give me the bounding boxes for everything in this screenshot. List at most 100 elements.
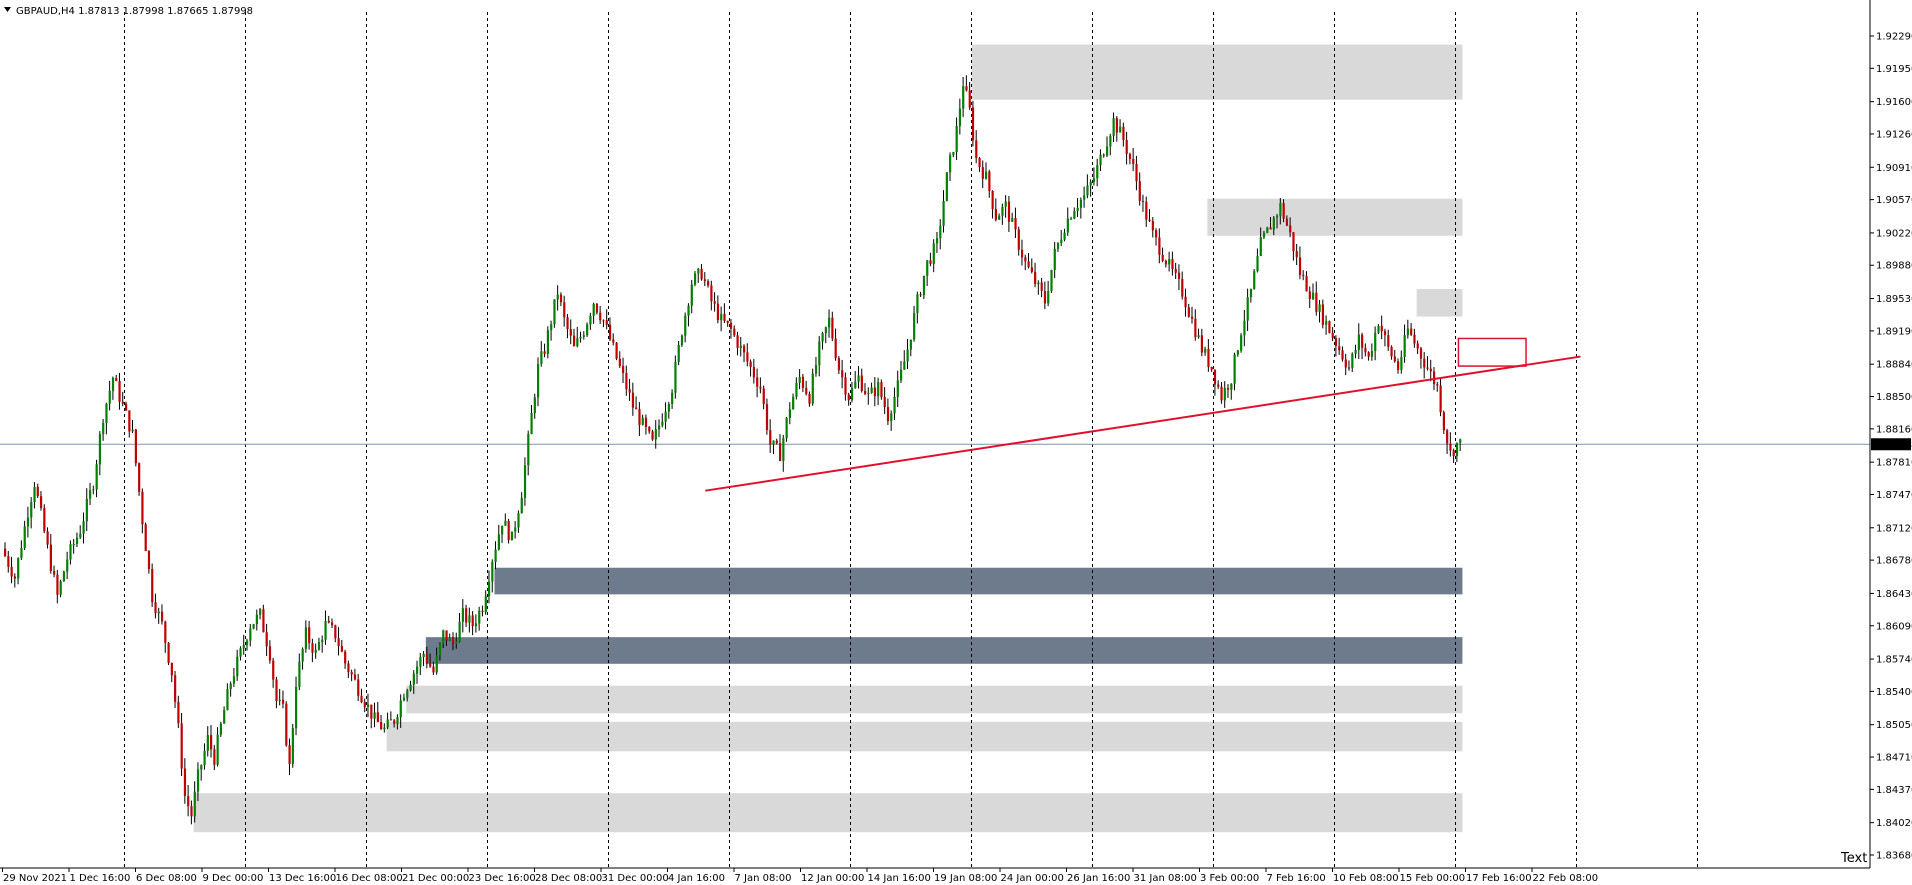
- candle-bear: [360, 695, 363, 703]
- candle-bull: [419, 657, 422, 667]
- candle-bull: [402, 697, 406, 701]
- candle-bear: [929, 260, 932, 264]
- x-tick-label: 10 Feb 08:00: [1333, 873, 1399, 884]
- candle-bull: [386, 719, 389, 728]
- candle-bull: [422, 653, 425, 658]
- candle-bear: [1017, 229, 1020, 250]
- candle-bull: [409, 684, 412, 691]
- candle-bear: [1184, 296, 1187, 308]
- candle-bull: [1089, 181, 1092, 186]
- candle-bull: [468, 615, 471, 623]
- candle-bull: [1262, 232, 1266, 238]
- candle-bear: [707, 281, 710, 286]
- y-tick-label: 1.84020: [1876, 818, 1912, 829]
- candle-bull: [939, 225, 942, 239]
- candle-bear: [756, 377, 759, 387]
- grid-layer: [124, 12, 1698, 868]
- candle-bull: [906, 349, 909, 362]
- candle-bear: [347, 663, 350, 673]
- x-tick-label: 16 Dec 08:00: [336, 873, 403, 884]
- y-tick-label: 1.87810: [1876, 458, 1912, 469]
- price-axis[interactable]: 1.92290 1.91950 1.91600 1.91260 1.90910 1.905…: [1870, 32, 1912, 862]
- candle-bull: [579, 336, 582, 339]
- candle-bear: [635, 407, 638, 410]
- dropdown-triangle-icon[interactable]: [4, 7, 11, 12]
- candle-bear: [981, 167, 984, 179]
- zone-light-2: [1416, 289, 1463, 317]
- candle-bear: [10, 566, 13, 577]
- candle-bull: [890, 413, 893, 422]
- candle-bear: [1321, 304, 1325, 325]
- candle-bull: [533, 397, 536, 414]
- candle-bull: [219, 723, 223, 735]
- candle-bear: [1269, 227, 1272, 230]
- candle-bull: [517, 513, 520, 528]
- candle-bear: [1361, 334, 1364, 348]
- candle-bull: [828, 317, 831, 328]
- candle-bull: [79, 533, 82, 538]
- candle-bear: [160, 611, 164, 622]
- candle-bull: [687, 305, 690, 316]
- candle-bull: [105, 403, 108, 424]
- candle-bear: [1020, 249, 1024, 258]
- candle-bear: [919, 294, 922, 296]
- candle-bull: [1073, 210, 1076, 219]
- candle-bull: [1070, 218, 1073, 220]
- candle-bull: [321, 639, 324, 643]
- candle-bear: [56, 574, 59, 595]
- candle-bear: [147, 551, 151, 570]
- candle-bear: [1115, 118, 1118, 133]
- time-axis[interactable]: 29 Nov 2021 1 Dec 16:00 6 Dec 08:00 9 Dec 0…: [2, 868, 1599, 884]
- x-tick-label: 19 Jan 08:00: [934, 873, 997, 884]
- candle-bear: [210, 735, 213, 750]
- candle-bear: [726, 320, 729, 323]
- candle-bull: [1400, 356, 1403, 370]
- candle-bear: [1161, 254, 1164, 261]
- candle-bull: [916, 294, 919, 314]
- candle-bear: [1410, 328, 1413, 335]
- candle-bull: [1063, 232, 1066, 240]
- y-tick-label: 1.85050: [1876, 720, 1912, 731]
- candle-bull: [435, 655, 438, 673]
- candle-bull: [1079, 199, 1083, 208]
- candle-bull: [26, 517, 30, 527]
- candle-bull: [1105, 146, 1109, 156]
- candle-bull: [455, 641, 458, 644]
- candle-bear: [860, 375, 863, 392]
- candle-bear: [729, 322, 733, 329]
- candle-bull: [641, 417, 644, 425]
- marked-box: [1457, 337, 1527, 367]
- candle-bull: [85, 498, 88, 522]
- candle-bear: [350, 672, 353, 675]
- candle-bear: [1295, 251, 1298, 258]
- candle-bear: [1007, 201, 1011, 222]
- candle-bull: [1083, 195, 1086, 200]
- candle-bull: [278, 699, 281, 702]
- candle-bear: [1419, 348, 1423, 359]
- candle-bear: [1413, 334, 1416, 344]
- candle-bull: [1403, 335, 1406, 357]
- candle-bear: [337, 638, 340, 647]
- candle-bull: [461, 608, 464, 622]
- y-tick-label: 1.92290: [1876, 32, 1912, 43]
- x-tick-label: 28 Dec 08:00: [535, 873, 602, 884]
- candle-bull: [1266, 227, 1269, 233]
- candle-bull: [926, 260, 929, 276]
- candle-bear: [272, 660, 275, 680]
- candle-bear: [847, 394, 850, 401]
- candle-bull: [317, 642, 321, 650]
- candle-bull: [249, 628, 252, 641]
- candle-bear: [994, 209, 998, 220]
- candle-bull: [1011, 217, 1014, 222]
- candle-bull: [870, 387, 873, 393]
- candle-bear: [1122, 126, 1125, 140]
- candle-bull: [373, 712, 376, 719]
- chart-header: GBPAUD,H4 1.87813 1.87998 1.87665 1.8799…: [4, 6, 253, 17]
- zones-layer: [193, 44, 1463, 833]
- candle-bull: [589, 315, 592, 325]
- candle-bear: [1331, 332, 1334, 339]
- candle-bear: [883, 397, 886, 408]
- candle-bear: [363, 702, 366, 708]
- candle-bear: [886, 407, 890, 422]
